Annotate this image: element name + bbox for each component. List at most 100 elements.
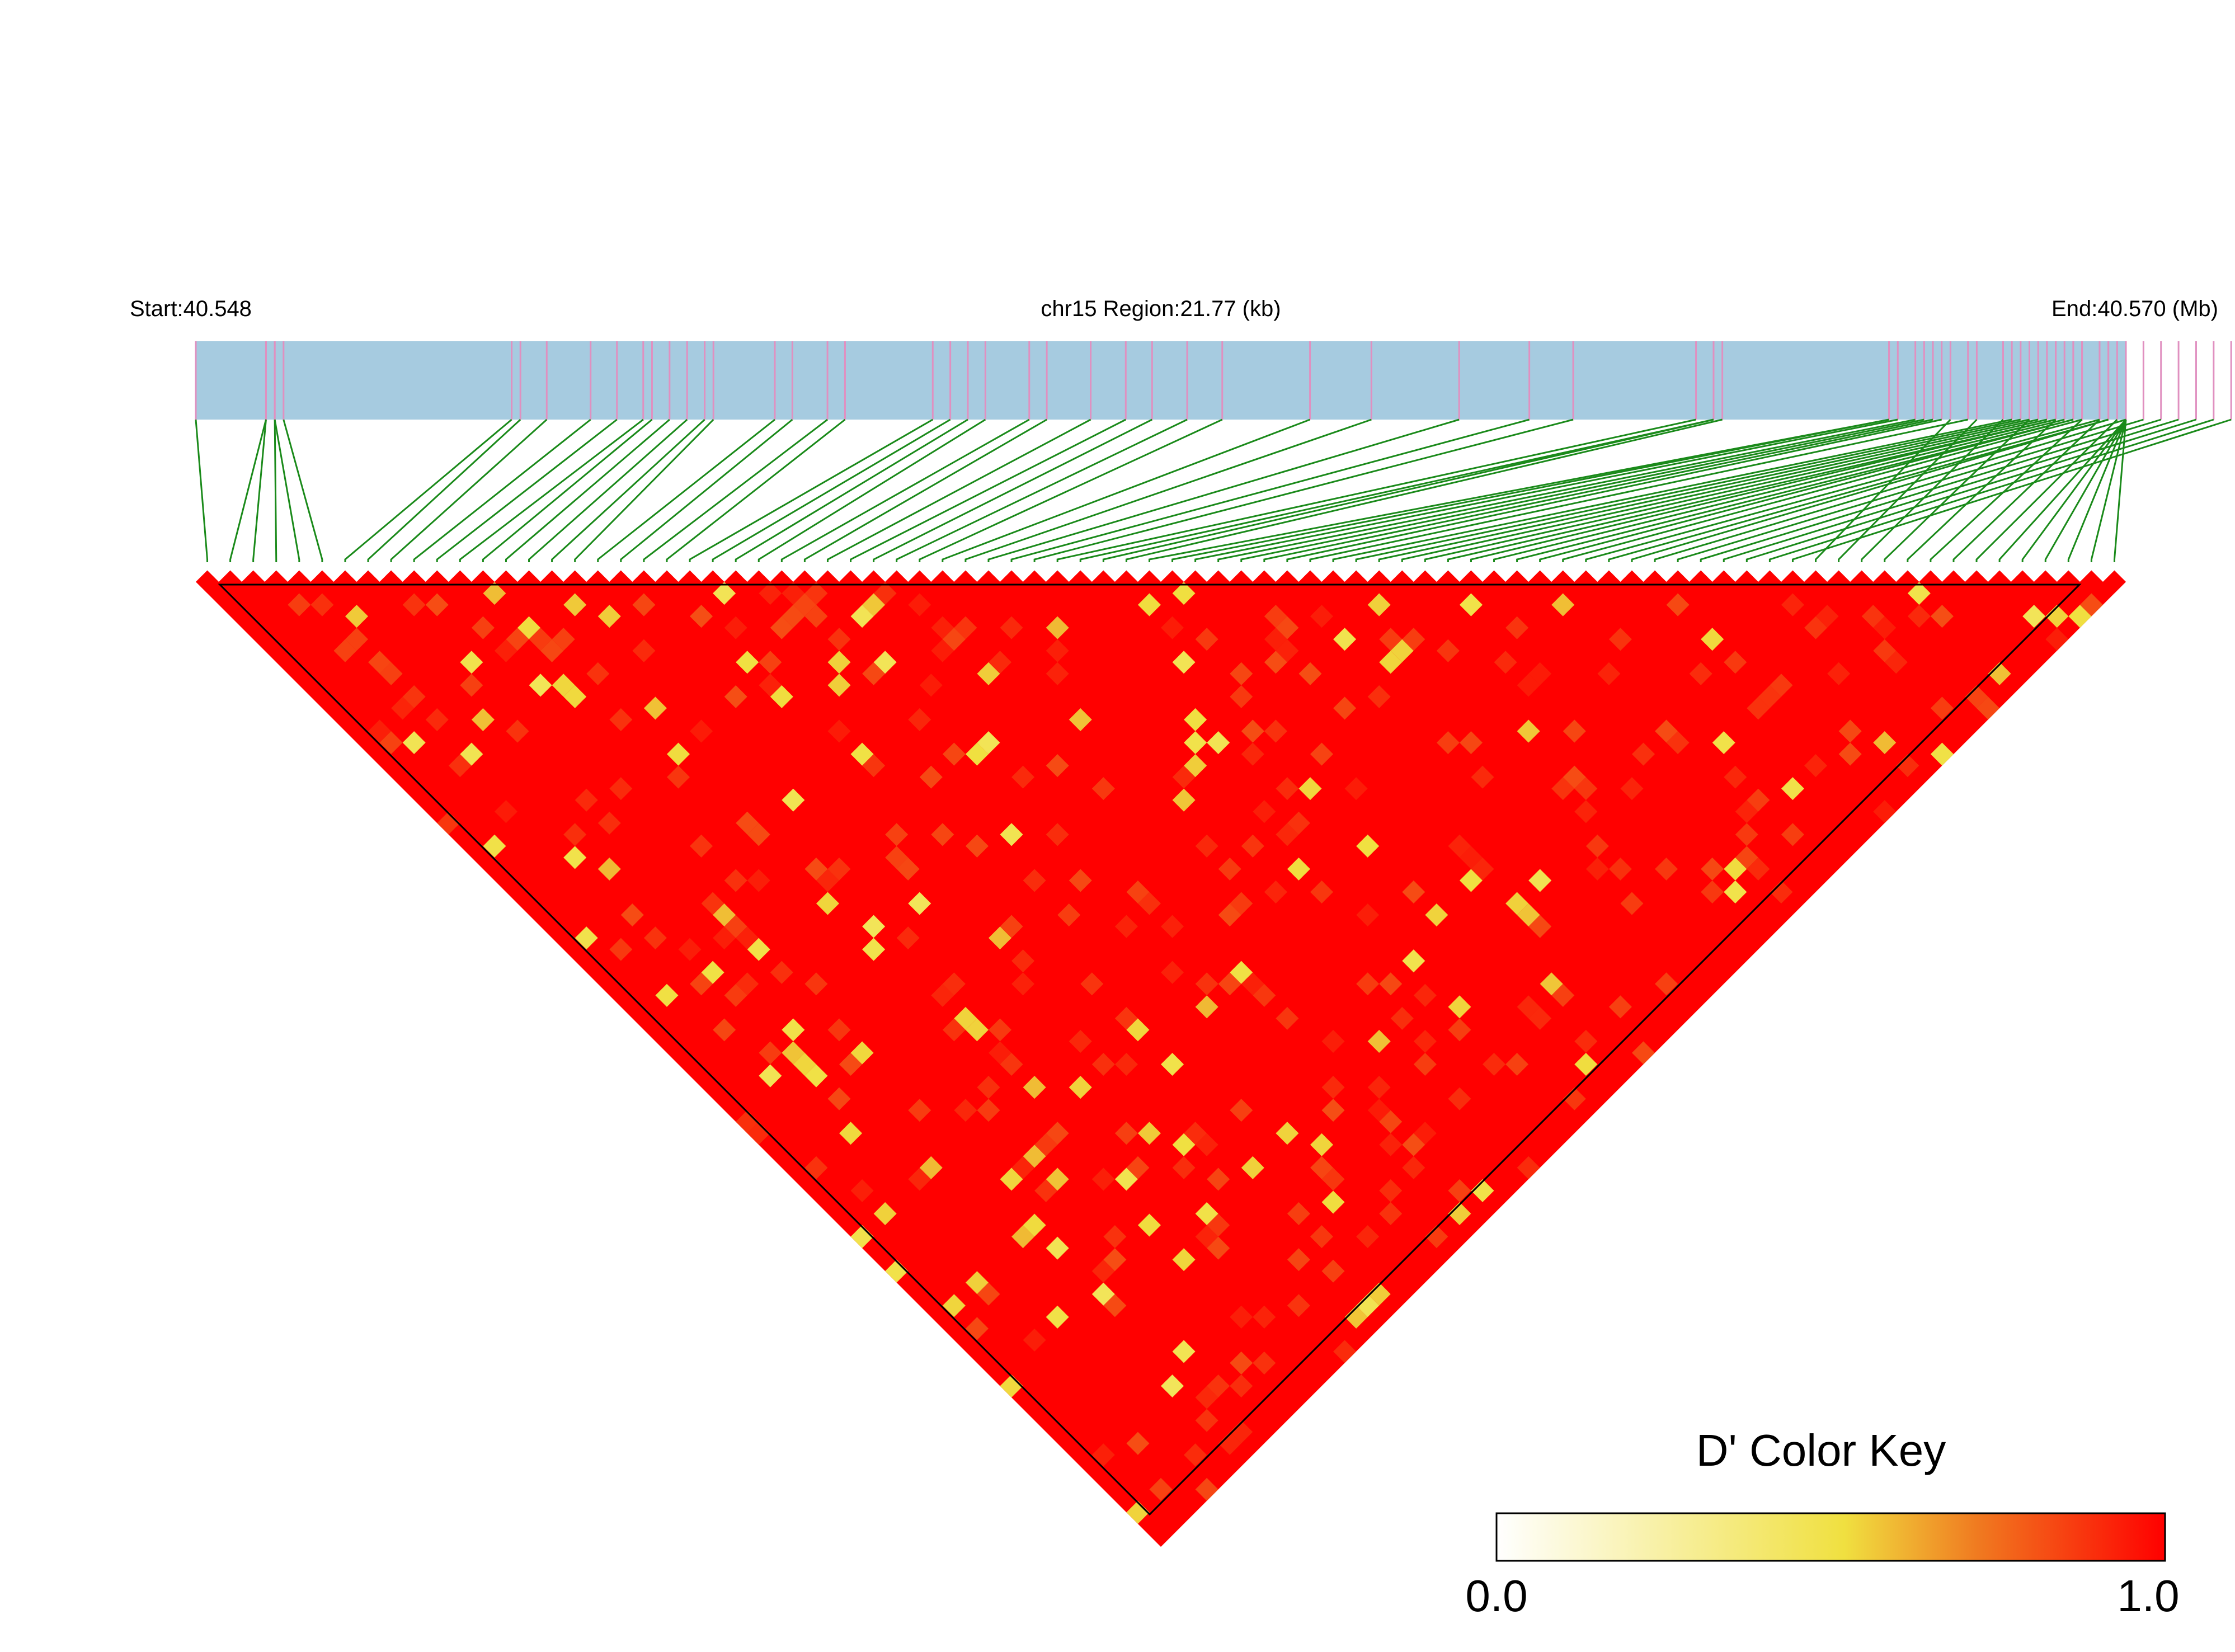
snp-connector bbox=[1263, 418, 1933, 562]
ld-cell bbox=[804, 1064, 828, 1088]
ld-cell bbox=[1276, 823, 1299, 846]
snp-connector bbox=[987, 418, 1460, 562]
snp-connector bbox=[2090, 419, 2127, 562]
ld-cell bbox=[1069, 869, 1092, 892]
snp-connector bbox=[1240, 418, 1925, 562]
ld-cell bbox=[701, 961, 724, 984]
snp-connector bbox=[1768, 418, 2214, 562]
ld-cell bbox=[1321, 1168, 1345, 1191]
ld-cell bbox=[1631, 1041, 1655, 1065]
snp-connector bbox=[1194, 418, 1898, 562]
snp-connector bbox=[2067, 419, 2127, 562]
ld-cell bbox=[782, 788, 805, 812]
ld-cell bbox=[1804, 754, 1828, 778]
diagonal-diamond bbox=[1712, 570, 1735, 594]
snp-connector bbox=[1286, 418, 1942, 562]
ld-cell bbox=[1367, 1076, 1391, 1099]
snp-connector bbox=[1148, 418, 1889, 562]
ld-cell bbox=[643, 696, 667, 720]
diagonal-diamond bbox=[1942, 570, 1965, 594]
ld-cell bbox=[1379, 1179, 1403, 1202]
ld-cell bbox=[1907, 605, 1931, 628]
ld-cell bbox=[896, 926, 920, 950]
ld-cell bbox=[942, 972, 966, 996]
ld-cell bbox=[977, 1282, 1000, 1306]
ld-cell bbox=[1298, 777, 1322, 801]
ld-cell bbox=[1505, 616, 1529, 639]
snp-connector bbox=[919, 418, 1223, 562]
ld-cell bbox=[873, 582, 897, 605]
ld-cell bbox=[1873, 616, 1897, 639]
snp-connector bbox=[1952, 418, 2100, 562]
snp-connector bbox=[1608, 418, 2109, 562]
ld-cell bbox=[483, 582, 506, 605]
ld-cell bbox=[506, 719, 529, 743]
ld-cell bbox=[759, 674, 782, 697]
ld-cell bbox=[1184, 708, 1207, 731]
diagonal-diamond bbox=[1666, 570, 1690, 594]
ld-cell bbox=[1608, 995, 1632, 1019]
snp-connector bbox=[344, 418, 512, 562]
diagonal-diamond bbox=[1046, 570, 1069, 594]
ld-cell bbox=[1195, 995, 1218, 1019]
snp-connector bbox=[1838, 418, 1978, 562]
diagonal-diamond bbox=[1528, 570, 1552, 594]
ld-cell bbox=[1011, 1156, 1035, 1179]
diagonal-diamond bbox=[1298, 570, 1322, 594]
snp-connector bbox=[826, 418, 1091, 562]
ld-cell bbox=[839, 1122, 863, 1145]
snp-connector bbox=[390, 418, 548, 562]
ld-cell bbox=[1172, 1248, 1196, 1272]
ld-triangle bbox=[196, 570, 2126, 1547]
ld-cell bbox=[1528, 1006, 1552, 1030]
ld-cell bbox=[1207, 1374, 1230, 1398]
ld-cell bbox=[1505, 892, 1529, 915]
ld-cell bbox=[379, 662, 403, 685]
ld-cell bbox=[1184, 754, 1207, 778]
ld-cell bbox=[1724, 765, 1747, 789]
ld-cell bbox=[1436, 639, 1460, 662]
ld-cell bbox=[1264, 880, 1287, 903]
diagonal-diamond bbox=[931, 570, 954, 594]
ld-cell bbox=[782, 1041, 805, 1065]
ld-cell bbox=[1770, 880, 1793, 903]
ld-cell bbox=[1126, 1500, 1150, 1524]
ld-cell bbox=[448, 754, 472, 778]
diagonal-diamond bbox=[632, 570, 656, 594]
ld-cell bbox=[965, 1317, 989, 1340]
ld-cell bbox=[460, 674, 483, 697]
ld-cell bbox=[1563, 765, 1586, 789]
ld-cell bbox=[1425, 1225, 1448, 1249]
ld-cell bbox=[2045, 605, 2069, 628]
snp-connector bbox=[1516, 418, 2074, 562]
diagonal-diamond bbox=[563, 570, 587, 594]
diagonal-diamond bbox=[1551, 570, 1575, 594]
ld-cell bbox=[1459, 869, 1483, 892]
ld-cell bbox=[747, 1122, 770, 1145]
ld-cell bbox=[793, 593, 816, 616]
ld-cell bbox=[1161, 1052, 1184, 1076]
ld-cell bbox=[827, 857, 851, 881]
ld-cell bbox=[1517, 719, 1540, 743]
ld-cell bbox=[1585, 857, 1609, 881]
ld-cell bbox=[931, 823, 954, 846]
diagonal-diamond bbox=[1827, 570, 1851, 594]
ld-cell bbox=[1379, 1133, 1403, 1156]
ld-cell bbox=[690, 605, 713, 628]
diagonal-diamond bbox=[1114, 570, 1138, 594]
ld-cell bbox=[988, 1018, 1012, 1042]
ld-cell bbox=[1230, 892, 1253, 915]
diagonal-diamond bbox=[494, 570, 517, 594]
snp-connector bbox=[712, 418, 951, 562]
ld-cell bbox=[747, 869, 770, 892]
snp-connector bbox=[229, 419, 267, 562]
ld-cell bbox=[965, 742, 989, 766]
ld-cell bbox=[1172, 788, 1196, 812]
ld-cell bbox=[1988, 662, 2011, 685]
ld-cell bbox=[759, 582, 782, 605]
diagonal-diamond bbox=[1735, 570, 1758, 594]
ld-cell bbox=[1666, 593, 1690, 616]
ld-cell bbox=[1965, 685, 1988, 708]
snp-connector bbox=[436, 418, 618, 562]
diagonal-diamond bbox=[793, 570, 816, 594]
